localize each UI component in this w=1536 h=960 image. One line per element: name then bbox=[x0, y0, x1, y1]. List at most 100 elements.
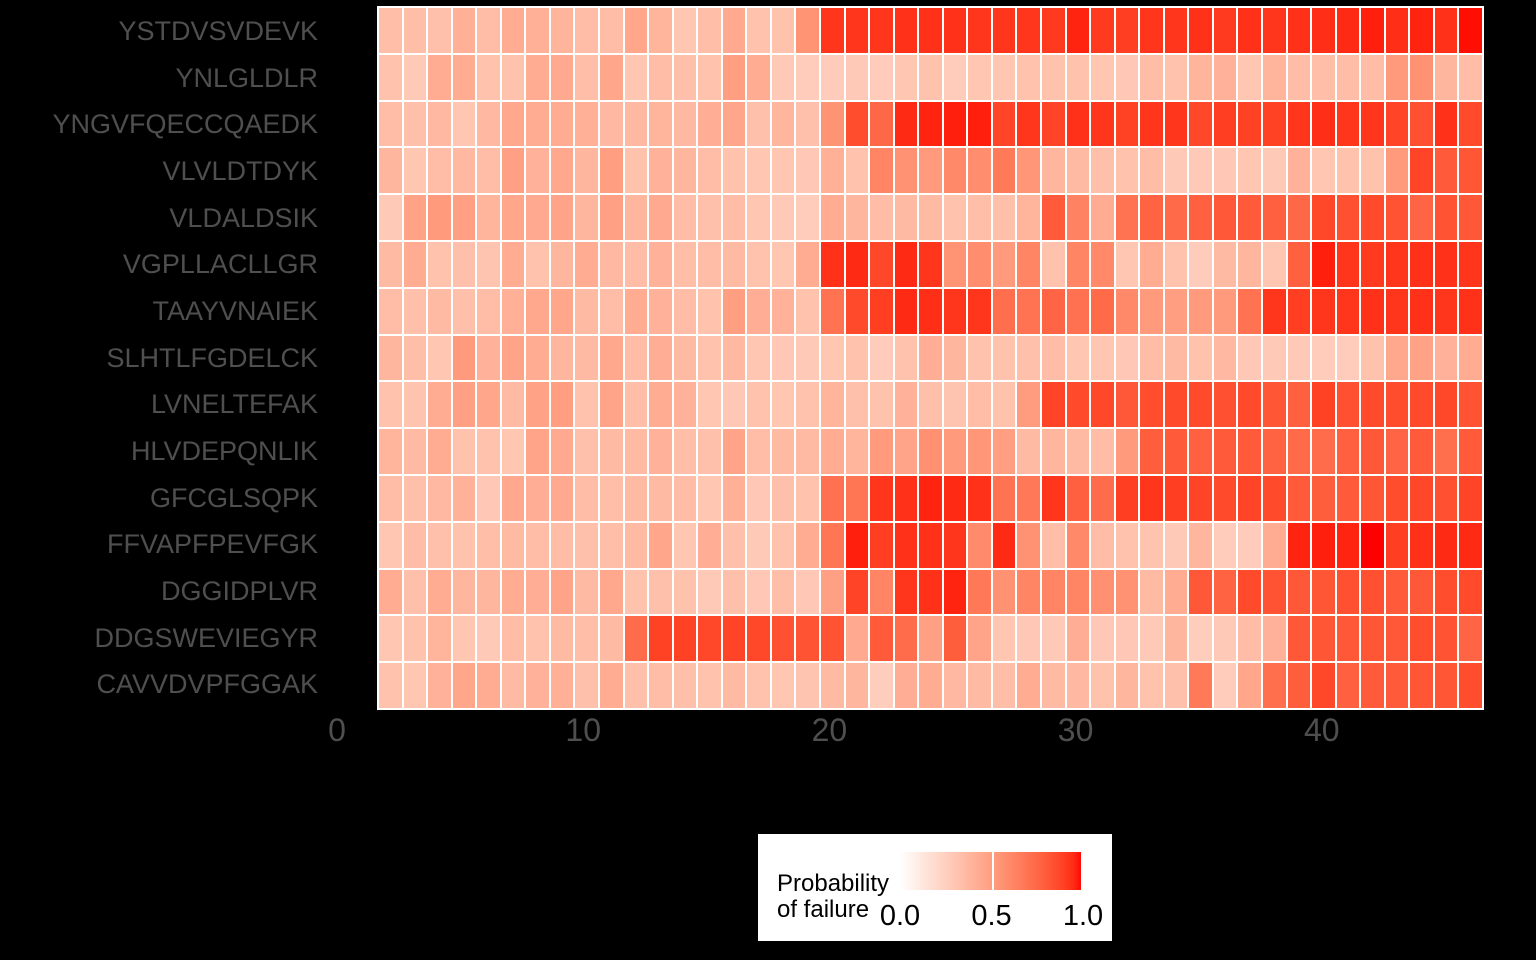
heatmap-cell bbox=[1336, 382, 1360, 428]
heatmap-cell bbox=[1189, 475, 1212, 521]
heatmap-cell bbox=[968, 616, 991, 662]
heatmap-cell bbox=[1041, 569, 1065, 615]
heatmap-cell bbox=[1164, 616, 1188, 662]
heatmap-cell bbox=[477, 522, 500, 568]
heatmap-cell bbox=[1312, 195, 1335, 240]
heatmap-cell bbox=[624, 475, 648, 521]
heatmap-cell bbox=[1459, 475, 1482, 521]
heatmap-cell bbox=[796, 663, 819, 708]
heatmap-cell bbox=[428, 288, 451, 334]
heatmap-cell bbox=[919, 429, 942, 474]
heatmap-cell bbox=[1140, 429, 1163, 474]
heatmap-cell bbox=[1115, 54, 1139, 100]
heatmap-cell bbox=[1385, 475, 1409, 521]
heatmap-cell bbox=[1091, 522, 1114, 568]
heatmap-cell bbox=[501, 8, 525, 53]
heatmap-cell bbox=[992, 475, 1016, 521]
heatmap-cell bbox=[599, 8, 623, 53]
heatmap-cell bbox=[599, 616, 623, 662]
heatmap-cell bbox=[1434, 616, 1458, 662]
heatmap-cell bbox=[1017, 616, 1040, 662]
heatmap-cell bbox=[649, 663, 672, 708]
heatmap-cell bbox=[771, 475, 795, 521]
heatmap-cell bbox=[1140, 241, 1163, 287]
heatmap-cell bbox=[1115, 663, 1139, 708]
heatmap-cell bbox=[1017, 335, 1040, 381]
heatmap-cell bbox=[1287, 101, 1311, 147]
heatmap-cell bbox=[428, 335, 451, 381]
heatmap-cell bbox=[1213, 429, 1237, 474]
heatmap-cell bbox=[1410, 663, 1433, 708]
heatmap-cell bbox=[722, 475, 746, 521]
heatmap-cell bbox=[452, 475, 476, 521]
heatmap-cell bbox=[771, 382, 795, 428]
heatmap-cell bbox=[870, 288, 893, 334]
heatmap-cell bbox=[1312, 148, 1335, 194]
y-axis-label: LVNELTEFAK bbox=[150, 389, 318, 420]
heatmap-cell bbox=[428, 569, 451, 615]
heatmap-cell bbox=[1066, 429, 1090, 474]
heatmap-cell bbox=[992, 148, 1016, 194]
heatmap-cell bbox=[1066, 195, 1090, 240]
heatmap-cell bbox=[526, 663, 549, 708]
heatmap-cell bbox=[1164, 335, 1188, 381]
heatmap-cell bbox=[1189, 429, 1212, 474]
heatmap-cell bbox=[870, 616, 893, 662]
heatmap-cell bbox=[845, 288, 869, 334]
heatmap-cell bbox=[1238, 382, 1261, 428]
heatmap-cell bbox=[771, 101, 795, 147]
heatmap-cell bbox=[1238, 241, 1261, 287]
heatmap-cell bbox=[526, 288, 549, 334]
heatmap-cell bbox=[747, 522, 770, 568]
heatmap-cell bbox=[599, 475, 623, 521]
heatmap-cell bbox=[820, 195, 844, 240]
heatmap-cell bbox=[1066, 8, 1090, 53]
heatmap-cell bbox=[747, 429, 770, 474]
heatmap-cell bbox=[428, 148, 451, 194]
heatmap-cell bbox=[1385, 522, 1409, 568]
heatmap-cell bbox=[1164, 522, 1188, 568]
heatmap-cell bbox=[1017, 382, 1040, 428]
heatmap-cell bbox=[943, 569, 967, 615]
heatmap-cell bbox=[796, 569, 819, 615]
heatmap-cell bbox=[379, 54, 402, 100]
heatmap-cell bbox=[919, 569, 942, 615]
heatmap-cell bbox=[379, 288, 402, 334]
heatmap-cell bbox=[599, 663, 623, 708]
heatmap-cell bbox=[1312, 616, 1335, 662]
heatmap-cell bbox=[1410, 288, 1433, 334]
heatmap-cell bbox=[992, 616, 1016, 662]
heatmap-cell bbox=[992, 429, 1016, 474]
heatmap-cell bbox=[649, 335, 672, 381]
heatmap-cell bbox=[501, 616, 525, 662]
heatmap-cell bbox=[1091, 475, 1114, 521]
heatmap-cell bbox=[1238, 663, 1261, 708]
heatmap-cell bbox=[575, 101, 598, 147]
heatmap-cell bbox=[452, 569, 476, 615]
heatmap-cell bbox=[526, 241, 549, 287]
heatmap-cell bbox=[624, 616, 648, 662]
heatmap-cell bbox=[673, 522, 697, 568]
legend-title-line2: of failure bbox=[777, 896, 870, 923]
heatmap-cell bbox=[501, 663, 525, 708]
heatmap-cell bbox=[452, 522, 476, 568]
heatmap-cell bbox=[428, 475, 451, 521]
heatmap-cell bbox=[698, 569, 721, 615]
heatmap-cell bbox=[845, 241, 869, 287]
heatmap-cell bbox=[1287, 8, 1311, 53]
heatmap-cell bbox=[1336, 569, 1360, 615]
heatmap-cell bbox=[870, 8, 893, 53]
heatmap-cell bbox=[575, 382, 598, 428]
heatmap-cell bbox=[1385, 616, 1409, 662]
heatmap-cell bbox=[919, 8, 942, 53]
heatmap-cell bbox=[673, 335, 697, 381]
heatmap-cell bbox=[550, 101, 574, 147]
heatmap-cell bbox=[673, 569, 697, 615]
heatmap-cell bbox=[403, 569, 427, 615]
heatmap-cell bbox=[1017, 54, 1040, 100]
heatmap-cell bbox=[428, 241, 451, 287]
heatmap-cell bbox=[1091, 616, 1114, 662]
heatmap-cell bbox=[1164, 663, 1188, 708]
heatmap-cell bbox=[550, 429, 574, 474]
heatmap-cell bbox=[1140, 382, 1163, 428]
